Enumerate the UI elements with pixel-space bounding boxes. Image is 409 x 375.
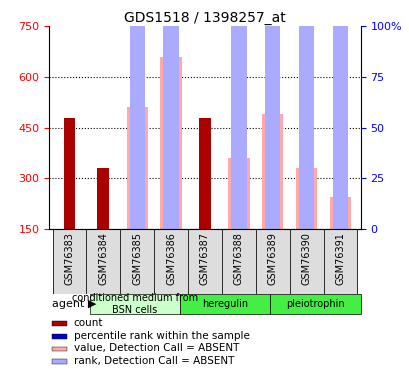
Text: conditioned medium from
BSN cells: conditioned medium from BSN cells — [72, 293, 198, 315]
Text: GSM76387: GSM76387 — [200, 232, 209, 285]
Bar — [160, 57, 181, 229]
Bar — [52, 346, 67, 351]
Text: heregulin: heregulin — [202, 299, 248, 309]
Text: GSM76384: GSM76384 — [98, 232, 108, 285]
Bar — [228, 158, 249, 229]
Bar — [199, 117, 210, 229]
Bar — [52, 321, 67, 326]
Text: GSM76386: GSM76386 — [166, 232, 176, 285]
Text: GSM76383: GSM76383 — [64, 232, 74, 285]
FancyBboxPatch shape — [90, 294, 180, 314]
Bar — [264, 0, 280, 229]
Title: GDS1518 / 1398257_at: GDS1518 / 1398257_at — [124, 11, 285, 25]
FancyBboxPatch shape — [270, 294, 360, 314]
Text: GSM76388: GSM76388 — [233, 232, 243, 285]
Text: GSM76390: GSM76390 — [301, 232, 311, 285]
Bar — [120, 229, 154, 294]
Bar — [52, 359, 67, 364]
Text: value, Detection Call = ABSENT: value, Detection Call = ABSENT — [73, 344, 238, 353]
Text: GSM76391: GSM76391 — [335, 232, 345, 285]
Bar — [129, 0, 145, 229]
Bar — [63, 117, 75, 229]
Text: agent ▶: agent ▶ — [52, 299, 97, 309]
Bar — [86, 229, 120, 294]
Text: GSM76389: GSM76389 — [267, 232, 277, 285]
Bar — [126, 107, 148, 229]
FancyBboxPatch shape — [180, 294, 270, 314]
Bar — [163, 0, 178, 229]
Bar — [97, 168, 109, 229]
Text: count: count — [73, 318, 103, 328]
Text: rank, Detection Call = ABSENT: rank, Detection Call = ABSENT — [73, 356, 233, 366]
Bar — [188, 229, 221, 294]
Bar — [295, 168, 317, 229]
Bar — [52, 229, 86, 294]
Bar — [221, 229, 255, 294]
Bar — [154, 229, 188, 294]
Text: GSM76385: GSM76385 — [132, 232, 142, 285]
Bar — [329, 197, 350, 229]
Bar — [231, 0, 246, 229]
Bar — [332, 0, 347, 229]
Bar — [261, 114, 283, 229]
Bar — [298, 0, 314, 229]
Bar — [289, 229, 323, 294]
Bar — [255, 229, 289, 294]
Bar — [52, 334, 67, 339]
Text: pleiotrophin: pleiotrophin — [285, 299, 344, 309]
Bar — [323, 229, 357, 294]
Text: percentile rank within the sample: percentile rank within the sample — [73, 331, 249, 341]
